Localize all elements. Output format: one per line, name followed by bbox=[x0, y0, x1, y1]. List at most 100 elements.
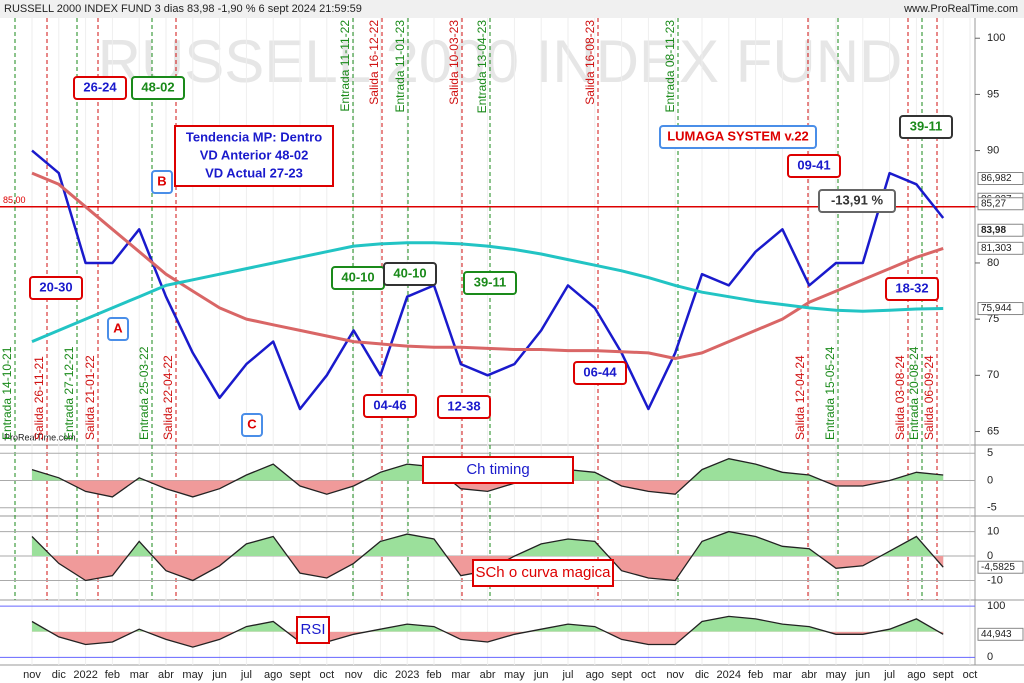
trend-label: VD Actual 27-23 bbox=[205, 165, 303, 180]
box-label: LUMAGA SYSTEM v.22 bbox=[667, 128, 809, 143]
title-box bbox=[422, 456, 574, 484]
x-tick-label: jul bbox=[883, 669, 895, 681]
y-tick-label: 100 bbox=[987, 32, 1005, 44]
panel-title: Ch timing bbox=[466, 461, 529, 478]
signal-label: Entrada 13-04-23 bbox=[475, 20, 489, 114]
y-tick-label: 10 bbox=[987, 526, 999, 538]
box-label: 26-24 bbox=[83, 79, 117, 94]
x-tick-label: ago bbox=[907, 669, 925, 681]
value-tag bbox=[977, 560, 1024, 574]
y-tick-label: 0 bbox=[987, 474, 993, 486]
price-label: 86,982 bbox=[981, 173, 1012, 184]
oscillator-line bbox=[31, 458, 944, 498]
y-tick-label: 75 bbox=[987, 313, 999, 325]
signal-label: Entrada 27-12-21 bbox=[62, 346, 76, 440]
x-tick-label: feb bbox=[105, 669, 120, 681]
trend-label: VD Anterior 48-02 bbox=[200, 147, 309, 162]
box-label: 48-02 bbox=[141, 79, 174, 94]
price-tag bbox=[977, 302, 1024, 316]
box-label: 20-30 bbox=[39, 279, 72, 294]
trend-box bbox=[174, 125, 334, 187]
y-tick-label: 90 bbox=[987, 145, 999, 157]
price-tag bbox=[977, 172, 1024, 186]
price-label: 83,98 bbox=[981, 225, 1006, 236]
x-tick-label: abr bbox=[158, 669, 174, 681]
price-label: 75,944 bbox=[981, 303, 1012, 314]
box-label: 04-46 bbox=[373, 397, 406, 412]
price-label: 81,303 bbox=[981, 243, 1012, 254]
label-box bbox=[363, 394, 417, 418]
x-tick-label: abr bbox=[480, 669, 496, 681]
box-label: -13,91 % bbox=[831, 192, 883, 207]
x-tick-label: jun bbox=[533, 669, 549, 681]
area-up bbox=[32, 616, 944, 632]
label-box bbox=[659, 125, 817, 149]
watermark: RUSSELL 2000 INDEX FUND bbox=[98, 28, 903, 95]
area-down bbox=[32, 480, 944, 497]
box-label: A bbox=[113, 320, 123, 335]
label-box bbox=[818, 189, 896, 213]
signal-label: Entrada 11-11-22 bbox=[338, 20, 352, 112]
signal-label: Entrada 08-11-23 bbox=[663, 20, 677, 113]
price-line bbox=[31, 241, 944, 343]
source: www.ProRealTime.com bbox=[903, 3, 1018, 15]
signal-label: Entrada 14-10-21 bbox=[0, 346, 14, 440]
label-box bbox=[29, 276, 83, 300]
area-up bbox=[32, 531, 934, 557]
signal-label: Salida 06-09-24 bbox=[922, 355, 936, 440]
signal-label: Salida 21-01-22 bbox=[83, 355, 97, 440]
value-label: 44,943 bbox=[981, 629, 1012, 640]
signal-label: Entrada 25-03-22 bbox=[137, 346, 151, 440]
label-box bbox=[437, 395, 491, 419]
title-box bbox=[296, 616, 330, 644]
x-tick-label: dic bbox=[52, 669, 67, 681]
value-label: -4,5825 bbox=[981, 562, 1015, 573]
x-tick-label: mar bbox=[451, 669, 470, 681]
x-tick-label: 2022 bbox=[73, 669, 97, 681]
area-up bbox=[32, 458, 944, 481]
y-tick-label: 0 bbox=[987, 550, 993, 562]
x-tick-label: dic bbox=[373, 669, 388, 681]
x-tick-label: nov bbox=[23, 669, 41, 681]
y-tick-label: 70 bbox=[987, 369, 999, 381]
x-tick-label: ago bbox=[586, 669, 604, 681]
x-tick-label: jun bbox=[854, 669, 870, 681]
x-tick-label: 2024 bbox=[717, 669, 741, 681]
box-label: B bbox=[157, 173, 166, 188]
signal-label: Entrada 11-01-23 bbox=[393, 20, 407, 113]
panel-title: RSI bbox=[300, 621, 325, 638]
x-tick-label: mar bbox=[130, 669, 149, 681]
y-tick-label: 65 bbox=[987, 425, 999, 437]
label-box bbox=[107, 317, 129, 341]
y-tick-label: 80 bbox=[987, 257, 999, 269]
box-label: 09-41 bbox=[797, 157, 830, 172]
x-tick-label: feb bbox=[426, 669, 441, 681]
box-label: 40-10 bbox=[341, 269, 374, 284]
x-tick-label: may bbox=[504, 669, 525, 681]
signal-label: Salida 26-11-21 bbox=[32, 356, 46, 440]
x-tick-label: nov bbox=[345, 669, 363, 681]
x-tick-label: oct bbox=[319, 669, 334, 681]
logo: ProRealTime.com bbox=[4, 432, 76, 442]
signal-label: Salida 16-08-23 bbox=[583, 20, 597, 105]
box-label: 39-11 bbox=[910, 118, 943, 133]
x-tick-label: may bbox=[826, 669, 847, 681]
trend-label: Tendencia MP: Dentro bbox=[186, 129, 322, 144]
box-label: 40-10 bbox=[393, 265, 426, 280]
label-box bbox=[573, 361, 627, 385]
y-tick-label: 100 bbox=[987, 600, 1005, 612]
signal-label: Salida 16-12-22 bbox=[367, 20, 381, 105]
label-box bbox=[151, 170, 173, 194]
x-tick-label: oct bbox=[641, 669, 656, 681]
x-tick-label: feb bbox=[748, 669, 763, 681]
signal-label: Salida 12-04-24 bbox=[793, 355, 807, 440]
x-tick-label: mar bbox=[773, 669, 792, 681]
value-tag bbox=[977, 627, 1024, 641]
x-tick-label: may bbox=[182, 669, 203, 681]
price-tag bbox=[977, 223, 1024, 237]
x-tick-label: dic bbox=[695, 669, 710, 681]
title-box bbox=[472, 559, 614, 587]
y-tick-label: -10 bbox=[987, 574, 1003, 586]
x-tick-label: nov bbox=[666, 669, 684, 681]
